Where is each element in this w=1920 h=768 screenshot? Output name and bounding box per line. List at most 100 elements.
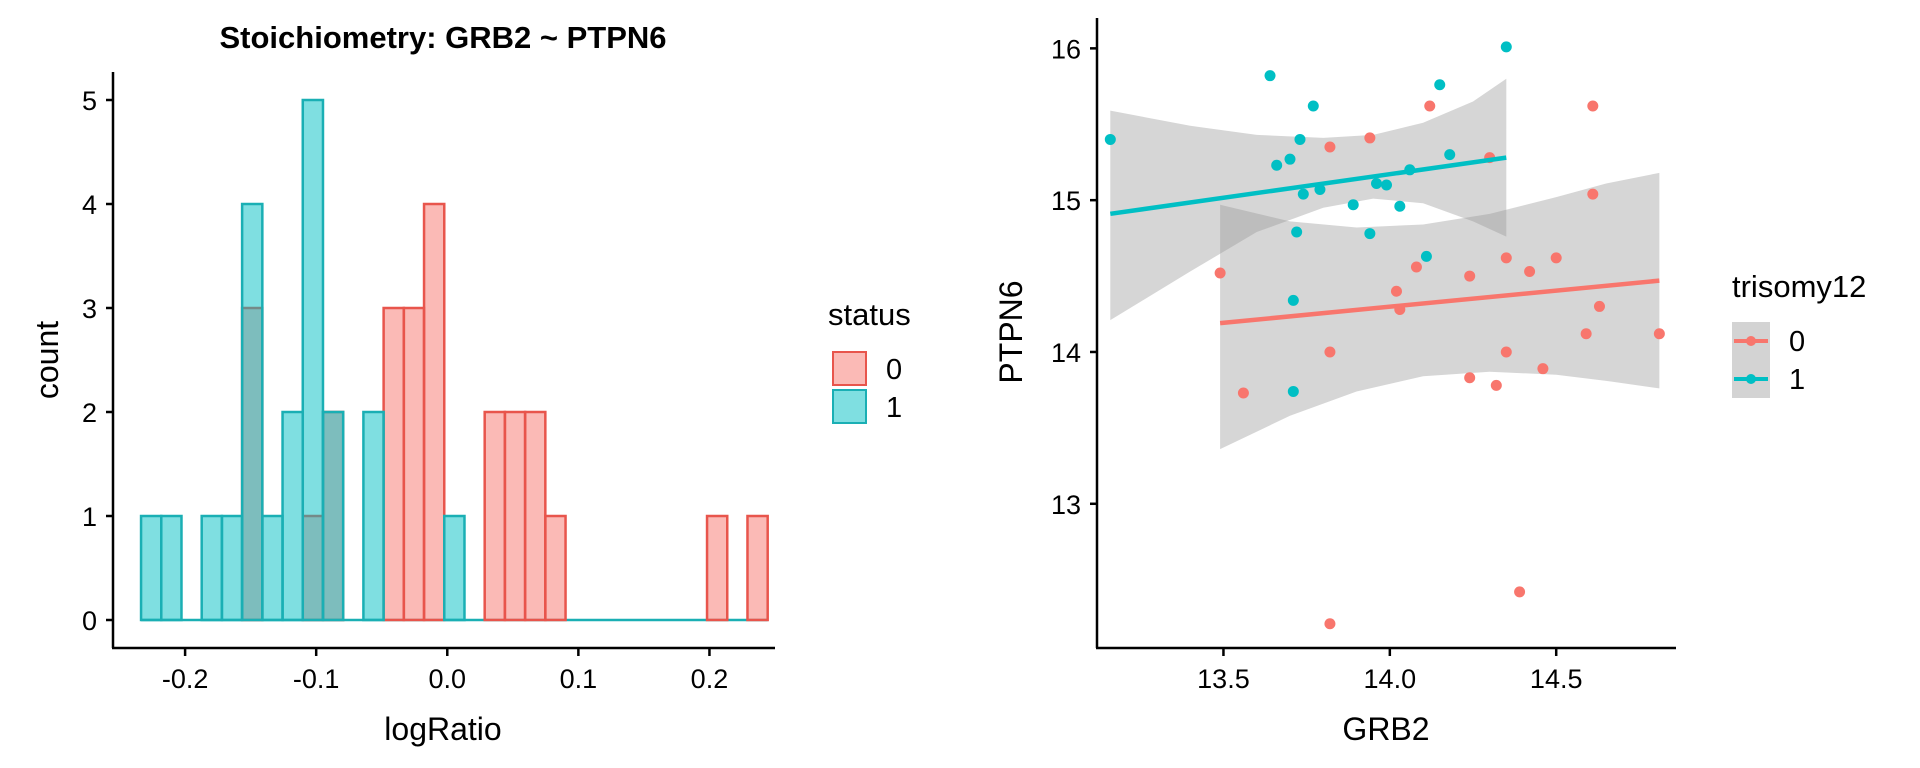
point-trisomy12-1 bbox=[1420, 250, 1432, 262]
scatter-x-tick-label: 14.5 bbox=[1530, 664, 1583, 694]
point-trisomy12-1 bbox=[1364, 228, 1376, 240]
scatter-legend-label-0: 0 bbox=[1789, 326, 1805, 358]
point-trisomy12-0 bbox=[1410, 261, 1422, 273]
scatter-y-tick-label: 13 bbox=[1051, 490, 1081, 520]
histogram-bar-status-0 bbox=[523, 410, 547, 622]
scatter-x-ticks: 13.5 14.0 14.5 bbox=[1197, 648, 1582, 694]
point-trisomy12-1 bbox=[1271, 159, 1283, 171]
point-trisomy12-1 bbox=[1347, 199, 1359, 211]
point-trisomy12-0 bbox=[1324, 141, 1336, 153]
point-trisomy12-0 bbox=[1537, 363, 1549, 375]
confidence-band-trisomy12-1 bbox=[1110, 78, 1507, 321]
histogram-title: Stoichiometry: GRB2 ~ PTPN6 bbox=[219, 20, 666, 55]
histogram-bar-status-1 bbox=[281, 410, 305, 622]
point-trisomy12-0 bbox=[1514, 586, 1526, 598]
fit-line-trisomy12-0 bbox=[1219, 278, 1660, 326]
scatter-y-tick-label: 14 bbox=[1051, 338, 1081, 368]
point-trisomy12-0 bbox=[1490, 379, 1502, 391]
scatter-x-tick-label: 14.0 bbox=[1364, 664, 1417, 694]
point-trisomy12-0 bbox=[1364, 132, 1376, 144]
scatter-x-tick-label: 13.5 bbox=[1197, 664, 1250, 694]
histogram-x-tick-label: 0.2 bbox=[691, 664, 729, 694]
histogram-x-tick-label: 0.0 bbox=[429, 664, 467, 694]
histogram-y-ticks: 0 1 2 3 4 5 bbox=[82, 86, 113, 636]
point-trisomy12-0 bbox=[1587, 188, 1599, 200]
point-trisomy12-1 bbox=[1287, 385, 1299, 397]
scatter-y-tick-label: 15 bbox=[1051, 186, 1081, 216]
histogram-bar-status-0 bbox=[503, 410, 527, 622]
fit-line-trisomy12-1 bbox=[1109, 155, 1507, 217]
point-trisomy12-0 bbox=[1580, 328, 1592, 340]
histogram-y-axis-title: count bbox=[29, 321, 65, 399]
point-trisomy12-1 bbox=[1284, 153, 1296, 165]
point-trisomy12-0 bbox=[1653, 328, 1665, 340]
scatter-legend-label-1: 1 bbox=[1789, 364, 1805, 396]
histogram-x-tick-label: -0.2 bbox=[162, 664, 209, 694]
point-trisomy12-1 bbox=[1264, 70, 1276, 82]
histogram-legend-label-0: 0 bbox=[886, 354, 902, 386]
histogram-y-tick-label: 4 bbox=[82, 190, 97, 220]
histogram-y-tick-label: 2 bbox=[82, 398, 97, 428]
histogram-bar-status-1 bbox=[139, 514, 163, 622]
histogram-bar-status-0 bbox=[544, 514, 567, 622]
point-trisomy12-1 bbox=[1287, 294, 1299, 306]
histogram-y-tick-label: 3 bbox=[82, 294, 97, 324]
scatter-legend-point-0 bbox=[1746, 336, 1756, 346]
point-trisomy12-0 bbox=[1593, 300, 1605, 312]
scatter-x-axis-title: GRB2 bbox=[1342, 711, 1429, 747]
histogram-y-tick-label: 1 bbox=[82, 502, 97, 532]
histogram-bar-status-0 bbox=[483, 410, 507, 622]
point-trisomy12-1 bbox=[1291, 226, 1303, 238]
histogram-bar-status-0 bbox=[382, 306, 406, 622]
histogram-bar-status-1 bbox=[301, 98, 325, 622]
histogram-legend-key-1 bbox=[832, 389, 867, 424]
histogram-bar-status-1 bbox=[220, 514, 244, 622]
point-trisomy12-0 bbox=[1424, 100, 1436, 112]
confidence-band-trisomy12-0 bbox=[1220, 172, 1660, 450]
scatter-legend: trisomy12 0 1 bbox=[1732, 269, 1866, 398]
point-trisomy12-0 bbox=[1390, 285, 1402, 297]
point-trisomy12-1 bbox=[1434, 79, 1446, 91]
point-trisomy12-0 bbox=[1324, 618, 1336, 630]
histogram-bars bbox=[139, 98, 769, 622]
histogram-legend-title: status bbox=[828, 297, 911, 332]
histogram-legend: status 0 1 bbox=[828, 297, 911, 424]
scatter-legend-title: trisomy12 bbox=[1732, 269, 1866, 304]
point-trisomy12-1 bbox=[1381, 179, 1392, 191]
histogram-legend-key-0 bbox=[832, 351, 867, 386]
point-trisomy12-0 bbox=[1237, 387, 1249, 399]
scatter-fit-lines bbox=[1109, 155, 1660, 326]
point-trisomy12-0 bbox=[1464, 270, 1476, 282]
point-trisomy12-0 bbox=[1524, 266, 1536, 278]
point-trisomy12-1 bbox=[1444, 149, 1456, 161]
point-trisomy12-0 bbox=[1500, 252, 1512, 264]
scatter-confidence-bands bbox=[1110, 78, 1660, 450]
point-trisomy12-1 bbox=[1500, 41, 1512, 53]
scatter-legend-point-1 bbox=[1746, 374, 1756, 384]
histogram-legend-label-1: 1 bbox=[886, 392, 902, 424]
histogram-x-ticks: -0.2 -0.1 0.0 0.1 0.2 bbox=[162, 648, 728, 694]
histogram-bar-status-1 bbox=[321, 410, 345, 622]
point-trisomy12-0 bbox=[1587, 100, 1599, 112]
histogram-bar-status-1 bbox=[200, 514, 224, 622]
scatter-y-ticks: 13 14 15 16 bbox=[1051, 34, 1097, 520]
scatter-y-tick-label: 16 bbox=[1051, 34, 1081, 64]
histogram-bar-status-1 bbox=[443, 514, 466, 622]
point-trisomy12-1 bbox=[1394, 200, 1406, 212]
point-trisomy12-0 bbox=[1464, 372, 1476, 384]
histogram-bar-status-0 bbox=[422, 202, 446, 622]
histogram-y-tick-label: 0 bbox=[82, 606, 97, 636]
histogram-bar-status-1 bbox=[362, 410, 385, 622]
point-trisomy12-0 bbox=[1550, 252, 1562, 264]
histogram-bar-status-1 bbox=[240, 202, 264, 622]
histogram-x-axis-title: logRatio bbox=[384, 711, 501, 747]
point-trisomy12-1 bbox=[1371, 177, 1383, 189]
point-trisomy12-1 bbox=[1314, 184, 1326, 196]
point-trisomy12-0 bbox=[1214, 267, 1226, 279]
scatter-y-axis-title: PTPN6 bbox=[993, 280, 1029, 383]
histogram-bar-status-1 bbox=[261, 514, 284, 622]
point-trisomy12-1 bbox=[1297, 188, 1309, 200]
point-trisomy12-0 bbox=[1324, 346, 1336, 358]
